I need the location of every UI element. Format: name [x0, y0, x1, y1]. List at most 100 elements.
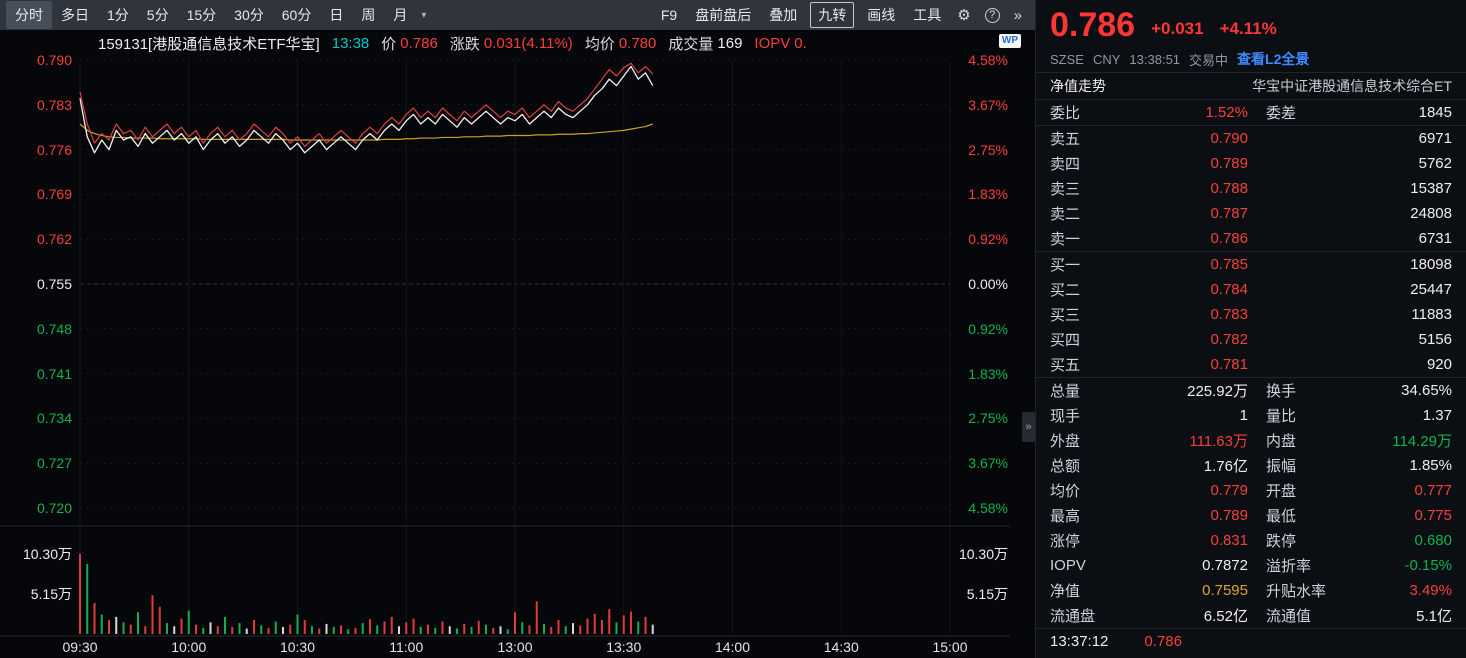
sell-price: 0.789 [1210, 155, 1248, 172]
toolbar: 分时 多日 1分 5分 15分 30分 60分 日 周 月 ▾ F9 盘前盘后 叠加 九转 画线 工具 ⚙? » [0, 0, 1035, 30]
price-axis-label: 0.748 [36, 320, 72, 337]
pre-post-market-button[interactable]: 盘前盘后 [695, 7, 752, 23]
trade-time: 13:37:12 [1050, 633, 1109, 650]
buy-row-2[interactable]: 买二 0.784 25447 [1036, 277, 1466, 302]
stat-label: 净值 [1050, 583, 1081, 600]
period-tab-30min[interactable]: 30分 [234, 7, 264, 23]
stat-value: 0.775 [1414, 507, 1452, 524]
collapse-panel-handle[interactable]: » [1022, 412, 1035, 442]
stat-label: 现手 [1050, 408, 1081, 425]
buy-size: 5156 [1418, 331, 1452, 348]
quote-panel: 0.786 +0.031 +4.11% SZSE CNY 13:38:51 交易… [1035, 0, 1466, 658]
panel-divider [1036, 125, 1466, 126]
iopv-field-value: 0. [794, 34, 807, 52]
stats-row: 总量 225.92万 换手 34.65% [1036, 378, 1466, 403]
percent-axis-label: 3.67% [968, 455, 1008, 472]
stat-value: -0.15% [1404, 557, 1452, 574]
stat-label: 量比 [1266, 408, 1297, 425]
percent-axis-label: 0.92% [968, 320, 1008, 337]
tools-button[interactable]: 工具 [913, 7, 942, 23]
period-tab-60min[interactable]: 60分 [281, 7, 312, 23]
period-tab-1min[interactable]: 1分 [107, 7, 129, 23]
sell-row-5[interactable]: 卖一 0.786 6731 [1036, 226, 1466, 251]
stat-label: 外盘 [1050, 433, 1081, 450]
buy-price: 0.782 [1210, 331, 1248, 348]
buy-label: 买一 [1050, 257, 1081, 274]
draw-line-button[interactable]: 画线 [867, 7, 896, 23]
stat-value: 111.63万 [1189, 433, 1248, 450]
nav-trend-tab[interactable]: 净值走势 [1050, 78, 1106, 94]
stat-label: 流通值 [1266, 608, 1312, 625]
sell-size: 15387 [1410, 180, 1452, 197]
buy-size: 25447 [1410, 281, 1452, 298]
panel-divider [1036, 99, 1466, 100]
price-field-value: 0.786 [400, 34, 438, 52]
overlay-button[interactable]: 叠加 [769, 7, 798, 23]
buy-row-4[interactable]: 买四 0.782 5156 [1036, 327, 1466, 352]
weibi-row: 委比 1.52% 委差 1845 [1036, 100, 1466, 125]
buy-row-1[interactable]: 买一 0.785 18098 [1036, 252, 1466, 277]
period-tab-week[interactable]: 周 [361, 7, 376, 23]
intraday-chart-canvas[interactable] [0, 56, 1035, 658]
period-tab-day[interactable]: 日 [329, 7, 344, 23]
stats-row: 涨停 0.831 跌停 0.680 [1036, 528, 1466, 553]
trading-status: 交易中 [1189, 52, 1229, 68]
sell-label: 卖三 [1050, 181, 1081, 198]
stat-value: 0.779 [1210, 482, 1248, 499]
volume-field-label: 成交量 [668, 35, 714, 53]
period-tab-fenshi[interactable]: 分时 [6, 1, 52, 29]
period-tab-5min[interactable]: 5分 [146, 7, 169, 23]
sell-row-3[interactable]: 卖三 0.788 15387 [1036, 176, 1466, 201]
time-axis-label: 13:00 [497, 639, 533, 655]
wp-badge-icon[interactable]: WP [998, 34, 1021, 48]
percent-axis-label: 4.58% [968, 52, 1008, 68]
period-dropdown-caret-icon[interactable]: ▾ [421, 9, 427, 21]
percent-axis-label: 2.75% [968, 410, 1008, 427]
weicha-value: 1845 [1418, 104, 1452, 121]
weicha-label: 委差 [1266, 105, 1297, 122]
stat-label: 溢折率 [1266, 558, 1312, 575]
percent-axis-label: 1.83% [968, 186, 1008, 203]
stat-value: 0.7872 [1202, 557, 1248, 574]
time-axis-label: 11:00 [389, 639, 424, 655]
sell-row-2[interactable]: 卖四 0.789 5762 [1036, 151, 1466, 176]
buy-orders: 买一 0.785 18098 买二 0.784 25447 买三 0.783 11883 买四 0.… [1036, 252, 1466, 377]
nine-turn-button[interactable]: 九转 [810, 2, 855, 28]
sell-label: 卖五 [1050, 131, 1081, 148]
time-axis-label: 09:30 [62, 639, 98, 655]
toolbar-left-group: 分时 多日 1分 5分 15分 30分 60分 日 周 月 ▾ [6, 1, 431, 29]
stats-row: 总额 1.76亿 振幅 1.85% [1036, 453, 1466, 478]
l2-panorama-link[interactable]: 查看L2全景 [1237, 51, 1310, 67]
stat-value: 34.65% [1401, 382, 1452, 399]
panel-divider [1036, 72, 1466, 73]
chart-header: 159131[港股通信息技术ETF华宝] 13:38 价 0.786 涨跌 0.031(4… [0, 30, 1035, 56]
stat-value: 1.76亿 [1203, 458, 1248, 475]
stat-value: 0.7595 [1202, 582, 1248, 599]
stat-value: 3.49% [1409, 582, 1452, 599]
trade-tick-row: 13:37:12 0.786 [1036, 629, 1466, 654]
period-tab-multiday[interactable]: 多日 [61, 7, 89, 23]
sell-row-4[interactable]: 卖二 0.787 24808 [1036, 201, 1466, 226]
avg-price-field-label: 均价 [584, 35, 615, 53]
period-tab-15min[interactable]: 15分 [186, 7, 217, 23]
stat-value: 0.831 [1210, 532, 1248, 549]
stat-label: 升贴水率 [1266, 583, 1327, 600]
stats-row: 最高 0.789 最低 0.775 [1036, 503, 1466, 528]
buy-row-3[interactable]: 买三 0.783 11883 [1036, 302, 1466, 327]
period-tab-month[interactable]: 月 [393, 7, 408, 23]
stat-label: 总量 [1050, 383, 1081, 400]
buy-row-5[interactable]: 买五 0.781 920 [1036, 352, 1466, 377]
settings-gear-icon[interactable]: ⚙ [957, 7, 971, 24]
more-chevron-icon[interactable]: » [1013, 6, 1022, 24]
change-field-label: 涨跌 [449, 35, 480, 53]
stats-row: IOPV 0.7872 溢折率 -0.15% [1036, 553, 1466, 578]
sell-size: 6971 [1418, 130, 1452, 147]
stats-row: 均价 0.779 开盘 0.777 [1036, 478, 1466, 503]
sell-row-1[interactable]: 卖五 0.790 6971 [1036, 126, 1466, 151]
sell-price: 0.790 [1210, 130, 1248, 147]
f9-button[interactable]: F9 [660, 7, 678, 23]
help-icon[interactable]: ? [978, 6, 1007, 25]
price-change: +0.031 [1151, 19, 1204, 38]
exchange-label: SZSE [1050, 51, 1084, 67]
